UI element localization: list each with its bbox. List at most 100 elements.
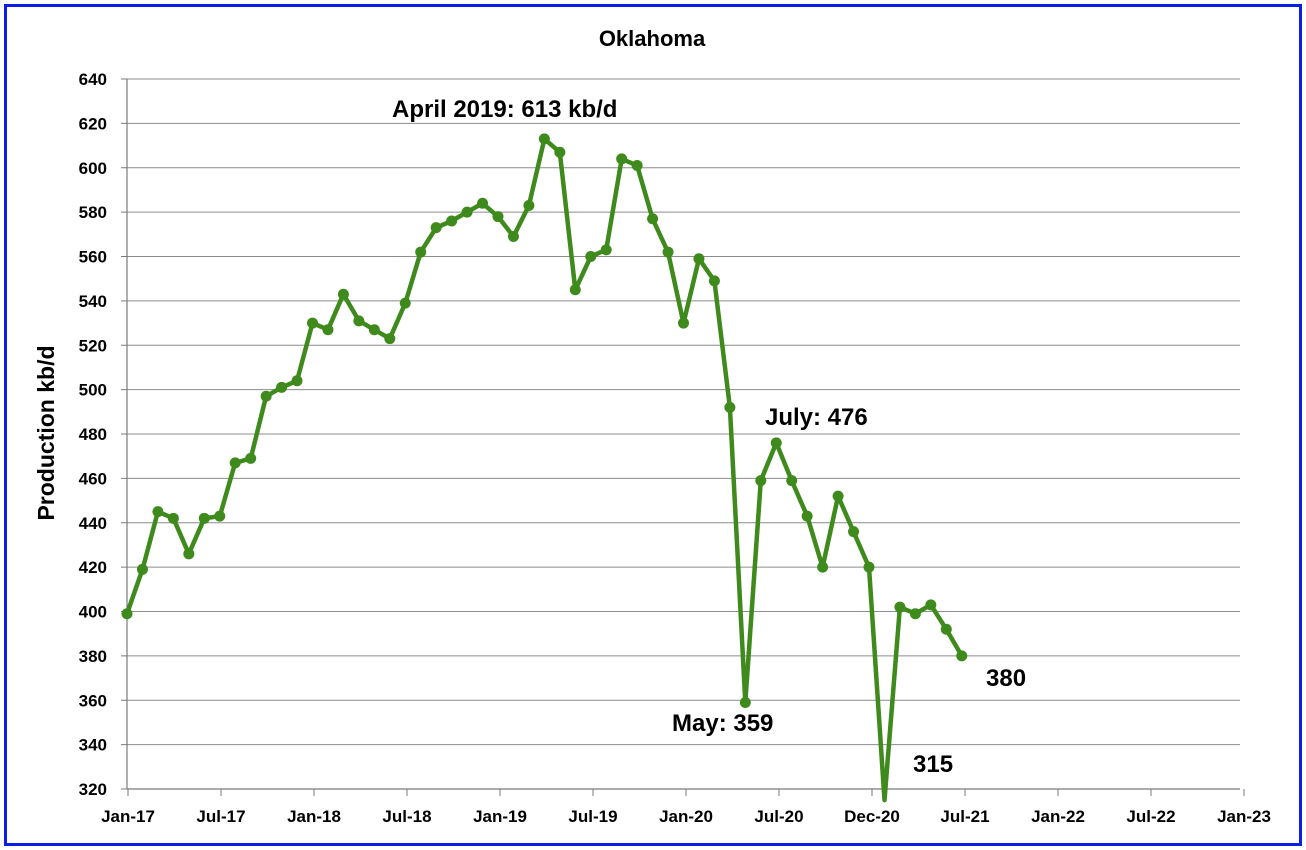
x-tick-label: Jul-21 [940, 807, 989, 826]
data-point [631, 160, 643, 172]
data-point [446, 215, 458, 227]
x-tick-label: Jan-17 [101, 807, 155, 826]
y-tick-label: 540 [79, 292, 107, 311]
annotation-low: 315 [913, 751, 953, 778]
data-point [770, 437, 782, 449]
data-point [260, 390, 272, 402]
series-line [124, 136, 964, 803]
x-tick-label: Jan-18 [287, 807, 341, 826]
x-tick-label: Jul-17 [196, 807, 245, 826]
data-point [817, 561, 829, 573]
data-point [384, 333, 396, 345]
data-point [337, 288, 349, 300]
data-point [461, 206, 473, 218]
y-tick-label: 360 [79, 691, 107, 710]
annotation-july: July: 476 [765, 404, 868, 431]
y-tick-label: 580 [79, 203, 107, 222]
data-point [198, 512, 210, 524]
data-point [399, 297, 411, 309]
data-point [415, 246, 427, 258]
data-point [229, 457, 241, 469]
annotation-may: May: 359 [672, 710, 773, 737]
data-point [322, 324, 334, 336]
data-point [585, 251, 597, 262]
x-tick-label: Jul-20 [754, 807, 803, 826]
data-point [430, 222, 442, 234]
data-point [507, 231, 519, 243]
data-point [678, 317, 689, 329]
data-point [600, 244, 612, 256]
data-point [894, 601, 906, 613]
data-point [693, 253, 705, 265]
data-point [276, 381, 288, 393]
data-point [136, 563, 148, 575]
data-point [647, 213, 659, 225]
data-point [848, 526, 860, 538]
data-point [492, 211, 504, 223]
data-point [152, 506, 164, 518]
x-tick-label: Jul-22 [1126, 807, 1175, 826]
gridlines [127, 78, 1240, 746]
x-tick-label: Jan-20 [659, 807, 713, 826]
y-tick-label: 500 [79, 381, 107, 400]
y-tick-label: 560 [79, 248, 107, 267]
y-axis-label: Production kb/d [33, 345, 59, 520]
data-point [925, 599, 937, 611]
data-point [940, 623, 952, 635]
data-point [291, 375, 303, 387]
x-tick-label: Jul-19 [568, 807, 617, 826]
y-tick-label: 340 [79, 736, 107, 755]
data-point [863, 561, 875, 573]
data-point [662, 246, 674, 258]
data-point [554, 146, 566, 158]
data-point [909, 608, 921, 620]
data-point [708, 275, 720, 287]
x-tick-label: Jan-22 [1031, 807, 1085, 826]
data-point [569, 284, 581, 296]
y-tick-label: 600 [79, 159, 107, 178]
y-tick-label: 520 [79, 336, 107, 355]
data-point [801, 510, 813, 522]
data-point [183, 548, 195, 560]
y-tick-label: 480 [79, 425, 107, 444]
y-tick-label: 400 [79, 603, 107, 622]
y-tick-label: 420 [79, 558, 107, 577]
data-point [167, 512, 179, 524]
data-point [956, 650, 968, 662]
x-tick-label: Dec-20 [844, 807, 900, 826]
data-point [121, 608, 133, 620]
data-point [353, 315, 365, 327]
series-production [121, 133, 968, 803]
y-tick-label: 440 [79, 514, 107, 533]
annotation-peak: April 2019: 613 kb/d [392, 96, 617, 123]
data-point [616, 153, 628, 165]
data-point [739, 696, 751, 708]
data-point [724, 401, 736, 413]
data-point [245, 452, 257, 464]
y-tick-label: 640 [79, 70, 107, 89]
y-tick-label: 460 [79, 469, 107, 488]
y-tick-label: 380 [79, 647, 107, 666]
axes [121, 78, 1245, 796]
data-point [755, 475, 767, 487]
data-point [477, 197, 489, 209]
annotations: April 2019: 613 kb/d July: 476 May: 359 … [392, 96, 1026, 778]
chart-frame [4, 4, 1302, 846]
x-tick-label: Jan-19 [473, 807, 527, 826]
data-point [523, 199, 535, 211]
y-tick-label: 320 [79, 780, 107, 799]
chart-title: Oklahoma [599, 26, 706, 51]
data-point [538, 133, 550, 145]
x-tick-label: Jul-18 [382, 807, 431, 826]
y-tick-labels: 320 340 360 380 400 420 440 460 480 500 520 540 560 5… [79, 70, 107, 799]
x-tick-label: Jan-23 [1217, 807, 1271, 826]
y-tick-label: 620 [79, 114, 107, 133]
data-point [786, 475, 798, 487]
x-tick-labels: Jan-17 Jul-17 Jan-18 Jul-18 Jan-19 Jul-19 Jan-… [101, 807, 1271, 826]
data-point [214, 510, 226, 522]
data-point [832, 490, 844, 502]
data-point [307, 317, 318, 329]
annotation-last: 380 [986, 665, 1026, 692]
data-point [368, 324, 380, 336]
